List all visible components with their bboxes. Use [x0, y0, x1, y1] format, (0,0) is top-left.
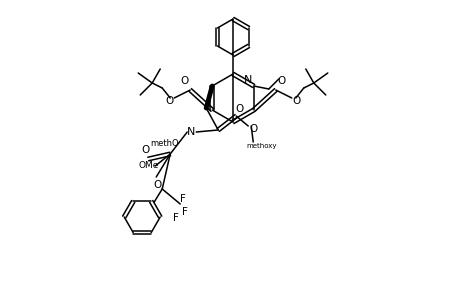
Text: F: F — [182, 207, 188, 217]
Text: N: N — [187, 127, 195, 137]
Text: O: O — [165, 96, 173, 106]
Text: O: O — [277, 76, 285, 86]
Text: F: F — [173, 213, 179, 223]
Text: methO: methO — [150, 140, 178, 148]
Text: O: O — [249, 124, 257, 134]
Text: O: O — [292, 96, 300, 106]
Text: OMe: OMe — [138, 161, 158, 170]
Text: methoxy: methoxy — [246, 143, 276, 149]
Text: N: N — [244, 75, 252, 85]
Text: F: F — [180, 194, 186, 204]
Text: O: O — [141, 145, 149, 155]
Text: O: O — [180, 76, 188, 86]
Text: O: O — [235, 104, 243, 114]
Text: O: O — [153, 180, 161, 190]
